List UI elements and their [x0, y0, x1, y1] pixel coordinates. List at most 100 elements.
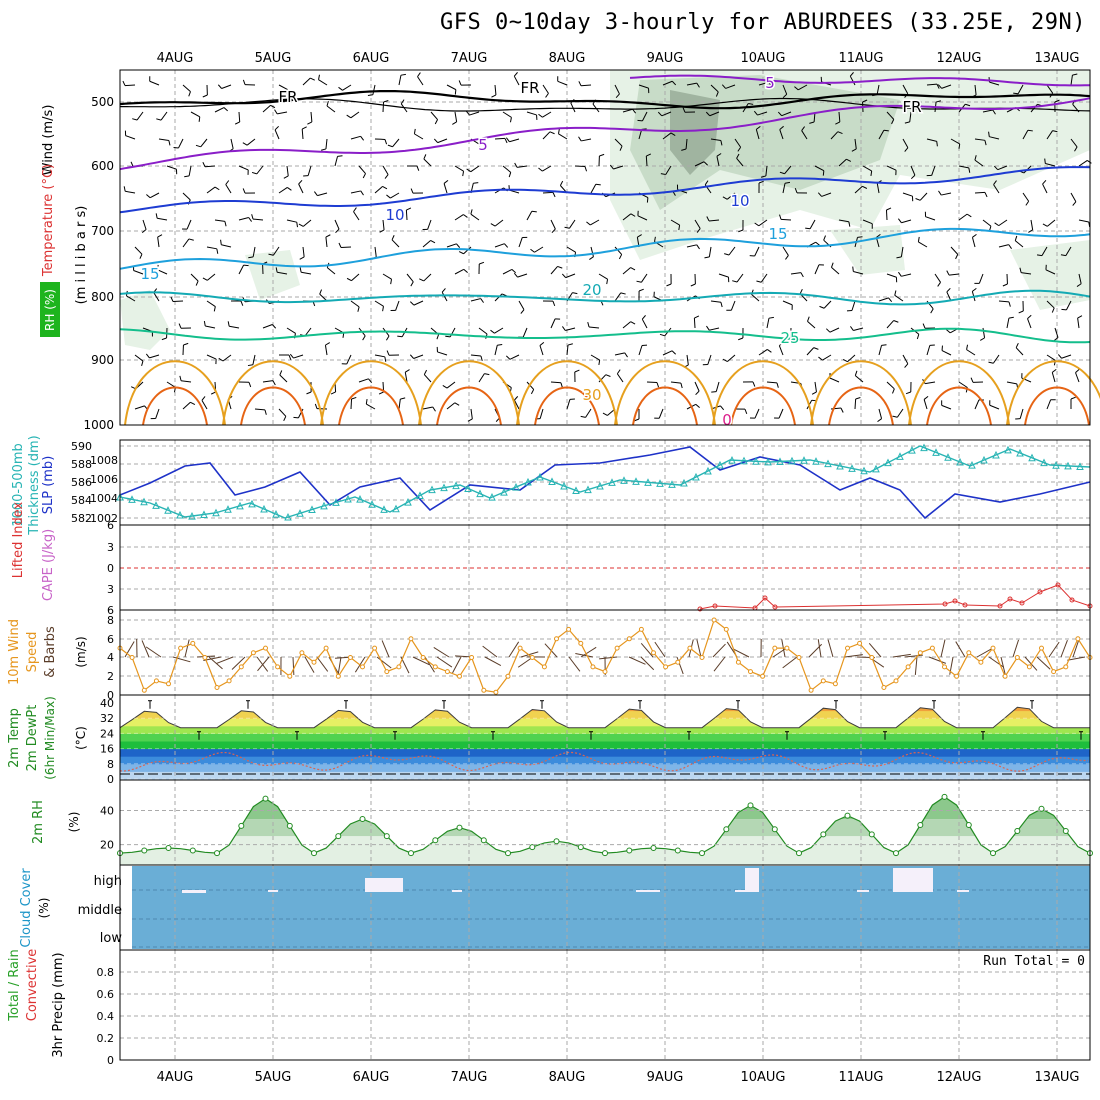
isoline-label: 20: [582, 281, 601, 299]
thickness-marker: [308, 505, 316, 514]
isoline-label: 30: [582, 386, 601, 404]
wind-barb: [589, 326, 600, 329]
wind-barb-flag: [923, 395, 929, 400]
thickness-marker: [992, 450, 1000, 459]
wind-barb-flag: [564, 226, 570, 229]
wind-barb-flag: [210, 391, 216, 395]
thickness-tick-label: 582: [71, 512, 92, 525]
rh-point: [747, 802, 754, 809]
rh-point: [141, 847, 148, 854]
thickness-marker: [284, 512, 292, 521]
cloud-cover-background: [132, 866, 1090, 949]
top-date-label: 7AUG: [451, 51, 488, 66]
ylabel-rh: RH (%): [43, 289, 57, 331]
ylabel-convective: Convective: [25, 949, 40, 1022]
wind-barb: [685, 138, 688, 150]
wind-barb: [590, 219, 600, 226]
wind-barb: [778, 408, 784, 419]
wind-barb-flag: [520, 309, 525, 314]
wind-barb: [971, 237, 976, 248]
rh-point: [723, 826, 730, 833]
thickness-marker: [812, 457, 820, 465]
wind-speed-point: [905, 664, 911, 670]
wind-barb-flag: [822, 170, 825, 176]
wind-barb: [494, 293, 503, 302]
wind-barb: [230, 138, 234, 149]
wind-barb-flag: [993, 180, 997, 185]
bottom-date-label: 4AUG: [157, 1070, 194, 1085]
wind-barb-flag: [240, 300, 244, 306]
thickness-marker: [476, 489, 484, 498]
lifted-index-point: [952, 598, 958, 604]
wind-barb: [782, 84, 788, 95]
wind-barb: [206, 354, 217, 360]
rh-point: [408, 850, 414, 857]
wind-barb: [1006, 318, 1010, 329]
dewpoint-line: [119, 751, 1088, 772]
wind-barb: [509, 354, 520, 360]
surface-wind-barb: [172, 656, 191, 663]
top-date-label: 6AUG: [353, 51, 390, 66]
wind-barb-flag: [572, 292, 578, 295]
wind-barb: [778, 345, 784, 356]
wind-barb: [982, 219, 992, 227]
wind-barb-flag: [382, 306, 384, 312]
wind-barb-flag: [301, 126, 307, 130]
wind-barb-flag: [970, 377, 974, 383]
wind-barb: [494, 137, 506, 140]
surface-wind-barb: [654, 641, 666, 658]
wind-barb-flag: [386, 194, 391, 199]
top-date-label: 5AUG: [255, 51, 292, 66]
wind-barb-flag: [405, 369, 410, 373]
wind-barb: [405, 209, 408, 221]
surface-wind-barb: [520, 651, 539, 658]
wind-barb-flag: [410, 188, 414, 194]
wind-barb-flag: [561, 273, 567, 278]
wind-barb-flag: [251, 214, 254, 220]
top-date-label: 10AUG: [740, 51, 785, 66]
wind-barb: [974, 399, 980, 410]
wind-speed-point: [178, 645, 184, 651]
wind-barb: [302, 246, 305, 257]
wind-barb-flag: [630, 321, 636, 325]
wind-barb: [886, 381, 895, 390]
isotherm-20: [119, 289, 1091, 306]
precip-tick-label: 0.8: [97, 966, 115, 979]
wind-speed-point: [469, 655, 475, 660]
wind-barb: [238, 111, 241, 123]
wind-barb-flag: [190, 401, 196, 405]
wind-barb: [214, 107, 225, 113]
thickness-marker: [1052, 461, 1060, 469]
wind-barb: [806, 347, 815, 356]
wind-barb: [494, 327, 504, 334]
wind-barb-flag: [346, 114, 352, 119]
wind-barb: [709, 111, 720, 117]
wind-barb-flag: [851, 148, 857, 152]
wind-barb: [801, 130, 808, 140]
wind-barb: [1022, 192, 1030, 202]
wind-barb: [1046, 84, 1054, 94]
wind-barb-flag: [220, 239, 222, 245]
wind-barb: [550, 381, 562, 384]
thickness-marker: [860, 466, 868, 475]
wind-barb-flag: [616, 369, 621, 375]
thickness-marker: [248, 499, 256, 508]
wind-barb-flag: [877, 418, 882, 423]
surface-wind-barb: [412, 656, 430, 666]
wind-barb: [350, 190, 361, 194]
wind-barb-flag: [574, 369, 580, 373]
wind-barb-flag: [779, 341, 784, 347]
thickness-marker: [356, 495, 364, 503]
wind-speed-point: [408, 636, 414, 642]
thickness-marker: [884, 458, 892, 467]
wind-barb: [149, 354, 160, 359]
thickness-marker: [272, 510, 280, 518]
wind-barb: [277, 111, 288, 115]
slp-tick-label: 1006: [90, 473, 118, 486]
wind-barb: [736, 273, 744, 283]
wind-barb: [422, 406, 433, 410]
wind-barb: [494, 219, 504, 227]
wind-barb-flag: [445, 335, 451, 338]
ylabel-lifted-index: Lifted Index: [11, 501, 26, 578]
ylabel-slp: SLP (mb): [41, 456, 56, 515]
